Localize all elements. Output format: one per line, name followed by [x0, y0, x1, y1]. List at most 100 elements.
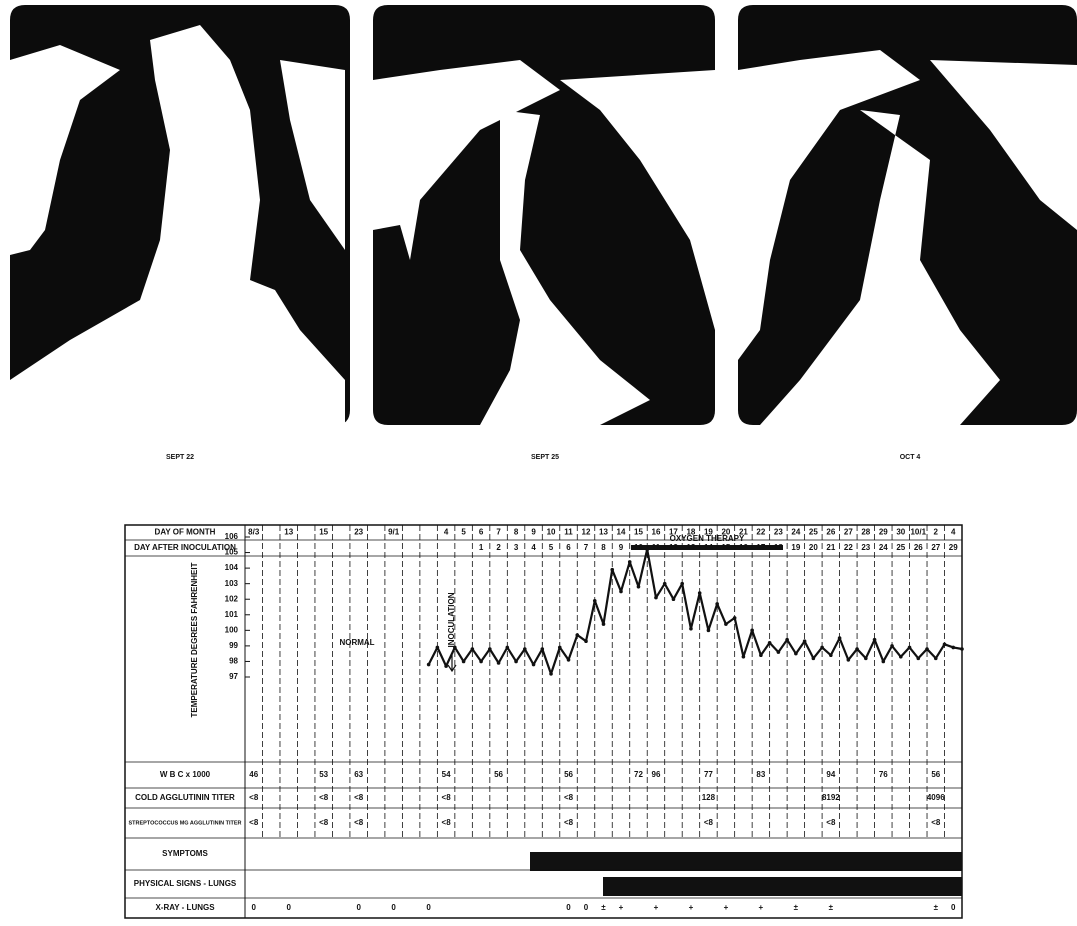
temperature-point — [444, 664, 448, 668]
cell-value: 20 — [809, 543, 818, 552]
cell-value: 128 — [702, 793, 716, 802]
cell-value: 13 — [686, 543, 695, 552]
temperature-point — [549, 672, 553, 676]
cell-value: 1 — [479, 543, 484, 552]
oxygen-label: OXYGEN THERAPY — [670, 534, 745, 543]
row-label: PHYSICAL SIGNS - LUNGS — [134, 879, 237, 888]
temperature-point — [846, 658, 851, 662]
temperature-point — [706, 628, 711, 633]
cell-value: <8 — [249, 793, 259, 802]
row-label: W B C x 1000 — [160, 770, 211, 779]
temperature-point — [557, 645, 562, 650]
cell-value: + — [689, 903, 694, 912]
temperature-point — [610, 567, 615, 572]
temperature-point — [907, 645, 912, 650]
cell-value: 56 — [931, 770, 940, 779]
temperature-point — [960, 647, 964, 651]
temperature-point — [671, 597, 676, 602]
cell-value: 23 — [774, 528, 783, 537]
temperature-point — [864, 656, 868, 661]
temperature-point — [505, 645, 510, 650]
temperature-point — [680, 581, 684, 586]
temperature-point — [776, 650, 781, 654]
cell-value: 15 — [634, 528, 643, 537]
temperature-point — [584, 639, 588, 644]
cell-value: 0 — [426, 903, 431, 912]
cell-value: ± — [601, 903, 606, 912]
temperature-point — [523, 647, 527, 651]
oxygen-bar — [631, 545, 783, 550]
cell-value: 56 — [564, 770, 573, 779]
cell-value: 27 — [931, 543, 940, 552]
cell-value: 77 — [704, 770, 713, 779]
cell-value: 23 — [354, 528, 363, 537]
temperature-point — [654, 595, 658, 600]
cell-value: 8 — [601, 543, 606, 552]
cell-value: 15 — [319, 528, 328, 537]
cell-value: <8 — [704, 818, 714, 827]
temperature-point — [811, 656, 816, 661]
cell-value: 20 — [721, 528, 730, 537]
cell-value: 4 — [951, 528, 956, 537]
temperature-point — [426, 662, 431, 667]
cell-value: 56 — [494, 770, 503, 779]
cell-value: 0 — [584, 903, 589, 912]
temperature-point — [951, 645, 956, 650]
cell-value: <8 — [442, 818, 452, 827]
row-label: SYMPTOMS — [162, 849, 208, 858]
cell-value: 11 — [564, 528, 573, 537]
cell-value: 53 — [319, 770, 328, 779]
temperature-point — [898, 654, 903, 659]
cell-value: 8 — [514, 528, 519, 537]
temperature-point — [750, 628, 754, 633]
row-label: DAY AFTER INOCULATION — [134, 543, 236, 552]
cell-value: 27 — [844, 528, 853, 537]
cell-value: 7 — [584, 543, 589, 552]
cell-value: 18 — [774, 543, 783, 552]
temperature-point — [496, 661, 501, 665]
xray-panels — [10, 5, 1077, 425]
cell-value: 24 — [879, 543, 888, 552]
cell-value: 29 — [949, 543, 958, 552]
inoculation-arrow — [447, 655, 457, 673]
cell-value: 0 — [951, 903, 956, 912]
cell-value: 5 — [461, 528, 466, 537]
cell-value: 19 — [791, 543, 800, 552]
temperature-point — [575, 633, 580, 637]
cell-value: + — [654, 903, 659, 912]
cell-value: 12 — [669, 543, 678, 552]
cell-value: 9/1 — [388, 528, 400, 537]
temperature-point — [829, 653, 833, 658]
temperature-point — [514, 659, 518, 664]
cell-value: 0 — [391, 903, 396, 912]
temperature-point — [645, 547, 650, 552]
physical-signs-bar — [603, 877, 962, 896]
cell-value: 21 — [826, 543, 835, 552]
cell-value: + — [724, 903, 729, 912]
cell-value: ± — [829, 903, 834, 912]
temperature-point — [890, 644, 894, 648]
cell-value: 26 — [914, 543, 923, 552]
temperature-point — [872, 637, 877, 642]
temperature-point — [461, 659, 466, 664]
cell-value: <8 — [564, 793, 574, 802]
cell-value: 19 — [704, 528, 713, 537]
cell-value: 0 — [286, 903, 291, 912]
cell-value: <8 — [319, 818, 329, 827]
cell-value: 5 — [549, 543, 554, 552]
temperature-point — [820, 645, 824, 650]
temp-tick-label: 98 — [229, 657, 238, 666]
cell-value: 15 — [721, 543, 730, 552]
temperature-point — [601, 622, 606, 626]
cell-value: 8192 — [822, 793, 840, 802]
temp-tick-label: 100 — [225, 625, 239, 634]
cell-value: 26 — [826, 528, 835, 537]
cell-value: 2 — [934, 528, 939, 537]
temp-tick-label: 104 — [225, 563, 239, 572]
cell-value: 83 — [756, 770, 765, 779]
cell-value: 8/3 — [248, 528, 260, 537]
cell-value: 23 — [861, 543, 870, 552]
cell-value: 28 — [861, 528, 870, 537]
cell-value: 17 — [669, 528, 678, 537]
cell-value: <8 — [931, 818, 941, 827]
